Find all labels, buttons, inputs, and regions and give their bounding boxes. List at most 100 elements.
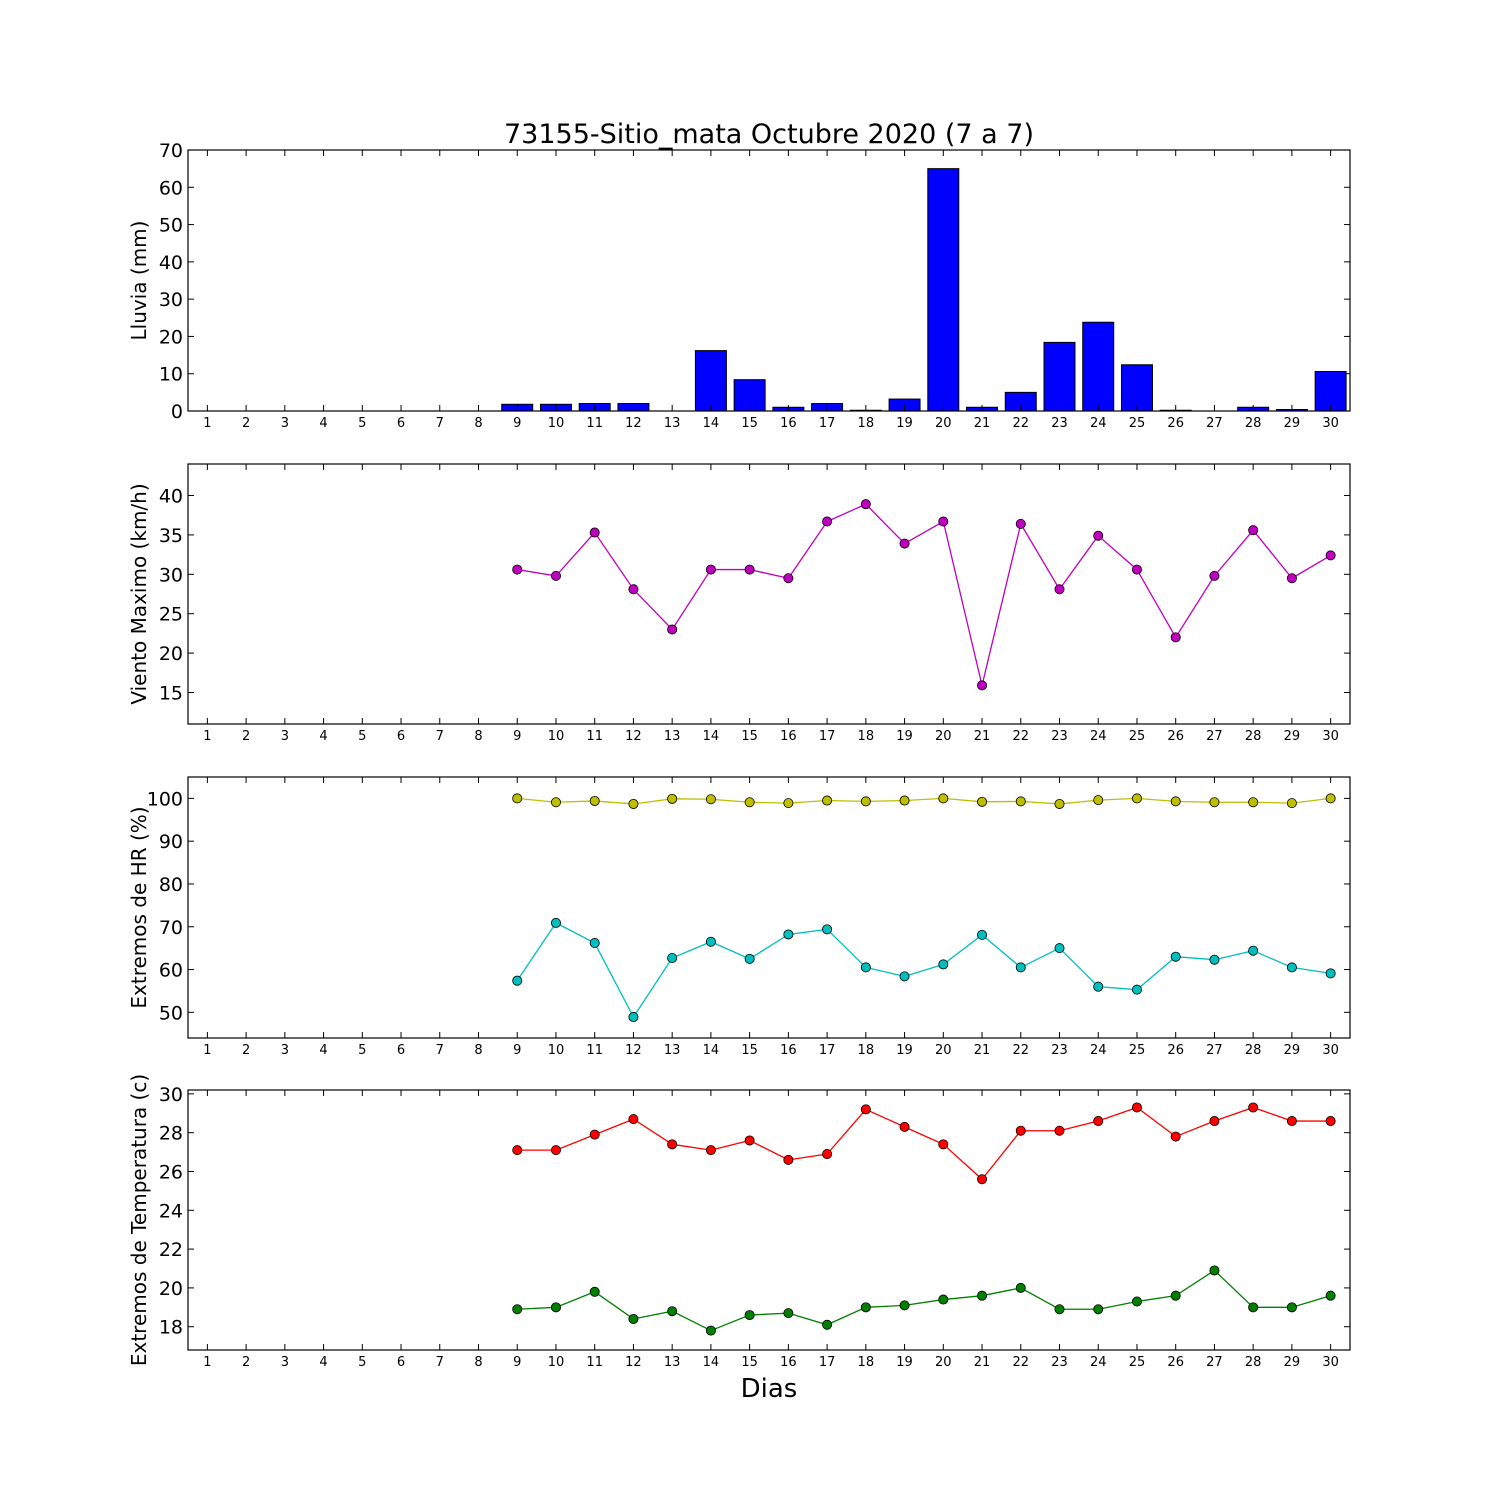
x-tick-label: 16 bbox=[780, 1355, 797, 1370]
x-tick-label: 5 bbox=[358, 416, 366, 431]
y-tick-label: 22 bbox=[159, 1239, 183, 1261]
point-series-2-day-15 bbox=[744, 953, 755, 964]
y-tick-label: 80 bbox=[159, 874, 183, 896]
x-tick-label: 22 bbox=[1012, 1355, 1029, 1370]
point-series-1-day-24 bbox=[1093, 795, 1104, 806]
x-tick-label: 28 bbox=[1245, 729, 1262, 744]
x-tick-label: 20 bbox=[935, 416, 952, 431]
point-series-1-day-11 bbox=[589, 1129, 600, 1140]
x-tick-label: 5 bbox=[358, 729, 366, 744]
y-tick-label: 26 bbox=[159, 1161, 183, 1183]
x-tick-label: 15 bbox=[741, 416, 758, 431]
point-series-1-day-14 bbox=[705, 564, 716, 575]
x-tick-label: 17 bbox=[819, 1043, 836, 1058]
y-tick-label: 70 bbox=[159, 917, 183, 939]
point-series-1-day-18 bbox=[860, 1104, 871, 1115]
point-series-1-day-20 bbox=[938, 1139, 949, 1150]
point-series-1-day-15 bbox=[744, 564, 755, 575]
x-tick-label: 25 bbox=[1129, 1043, 1146, 1058]
x-tick-label: 26 bbox=[1167, 729, 1184, 744]
point-series-1-day-26 bbox=[1170, 632, 1181, 643]
point-series-2-day-17 bbox=[822, 924, 833, 935]
point-series-1-day-18 bbox=[860, 499, 871, 510]
x-tick-label: 19 bbox=[896, 1355, 913, 1370]
point-series-1-day-27 bbox=[1209, 570, 1220, 581]
y-tick-label: 30 bbox=[159, 289, 183, 311]
x-tick-label: 20 bbox=[935, 1043, 952, 1058]
y-tick-label: 20 bbox=[159, 643, 183, 665]
point-series-2-day-28 bbox=[1248, 1302, 1259, 1313]
x-tick-label: 16 bbox=[780, 1043, 797, 1058]
x-tick-label: 13 bbox=[664, 1355, 681, 1370]
x-tick-label: 1 bbox=[203, 729, 211, 744]
y-tick-label: 24 bbox=[159, 1200, 183, 1222]
x-tick-label: 6 bbox=[397, 1355, 405, 1370]
point-series-1-day-19 bbox=[899, 538, 910, 549]
x-tick-label: 17 bbox=[819, 416, 836, 431]
x-tick-label: 3 bbox=[281, 729, 289, 744]
x-tick-label: 12 bbox=[625, 416, 642, 431]
x-tick-label: 27 bbox=[1206, 416, 1223, 431]
series-line-2 bbox=[517, 1269, 1331, 1332]
x-tick-label: 25 bbox=[1129, 416, 1146, 431]
y-tick-label: 30 bbox=[159, 1084, 183, 1106]
x-tick-label: 27 bbox=[1206, 1355, 1223, 1370]
point-series-1-day-15 bbox=[744, 1135, 755, 1146]
point-series-2-day-25 bbox=[1131, 1296, 1142, 1307]
point-series-1-day-23 bbox=[1054, 584, 1065, 595]
y-tick-label: 20 bbox=[159, 326, 183, 348]
point-series-2-day-22 bbox=[1015, 962, 1026, 973]
point-series-1-day-9 bbox=[512, 793, 523, 804]
point-series-2-day-12 bbox=[628, 1012, 639, 1023]
bar-day-20 bbox=[927, 168, 960, 412]
point-series-1-day-9 bbox=[512, 1145, 523, 1156]
point-series-1-day-21 bbox=[977, 796, 988, 807]
bar-day-30 bbox=[1314, 370, 1347, 412]
point-series-1-day-14 bbox=[705, 1145, 716, 1156]
x-tick-label: 21 bbox=[974, 1043, 991, 1058]
plot-frame bbox=[187, 149, 1351, 412]
point-series-1-day-10 bbox=[550, 797, 561, 808]
plot-frame bbox=[187, 1089, 1351, 1351]
x-tick-label: 23 bbox=[1051, 729, 1068, 744]
x-tick-label: 21 bbox=[974, 416, 991, 431]
point-series-1-day-29 bbox=[1286, 798, 1297, 809]
point-series-2-day-12 bbox=[628, 1313, 639, 1324]
point-series-2-day-11 bbox=[589, 1286, 600, 1297]
x-tick-label: 23 bbox=[1051, 1043, 1068, 1058]
x-tick-label: 28 bbox=[1245, 1043, 1262, 1058]
point-series-1-day-28 bbox=[1248, 1102, 1259, 1113]
x-tick-label: 15 bbox=[741, 1355, 758, 1370]
x-tick-label: 27 bbox=[1206, 1043, 1223, 1058]
series-line-1 bbox=[517, 1106, 1331, 1181]
point-series-1-day-19 bbox=[899, 795, 910, 806]
x-tick-label: 13 bbox=[664, 729, 681, 744]
point-series-2-day-26 bbox=[1170, 1290, 1181, 1301]
bar-day-24 bbox=[1082, 321, 1115, 412]
point-series-2-day-14 bbox=[705, 936, 716, 947]
point-series-2-day-27 bbox=[1209, 954, 1220, 965]
y-tick-label: 50 bbox=[159, 215, 183, 237]
point-series-2-day-13 bbox=[667, 1306, 678, 1317]
point-series-1-day-16 bbox=[783, 573, 794, 584]
x-tick-label: 12 bbox=[625, 729, 642, 744]
point-series-2-day-23 bbox=[1054, 1304, 1065, 1315]
y-tick-label: 100 bbox=[147, 788, 183, 810]
point-series-1-day-12 bbox=[628, 584, 639, 595]
y-tick-label: 70 bbox=[159, 140, 183, 162]
x-tick-label: 22 bbox=[1012, 729, 1029, 744]
point-series-2-day-24 bbox=[1093, 1304, 1104, 1315]
x-tick-label: 13 bbox=[664, 1043, 681, 1058]
point-series-1-day-18 bbox=[860, 796, 871, 807]
x-tick-label: 3 bbox=[281, 1043, 289, 1058]
x-tick-label: 7 bbox=[436, 1043, 444, 1058]
y-tick-label: 28 bbox=[159, 1123, 183, 1145]
point-series-1-day-30 bbox=[1325, 1116, 1336, 1127]
x-tick-label: 9 bbox=[513, 1355, 521, 1370]
x-tick-label: 7 bbox=[436, 729, 444, 744]
x-tick-label: 26 bbox=[1167, 416, 1184, 431]
point-series-2-day-18 bbox=[860, 1302, 871, 1313]
y-axis-label: Lluvia (mm) bbox=[127, 221, 151, 341]
